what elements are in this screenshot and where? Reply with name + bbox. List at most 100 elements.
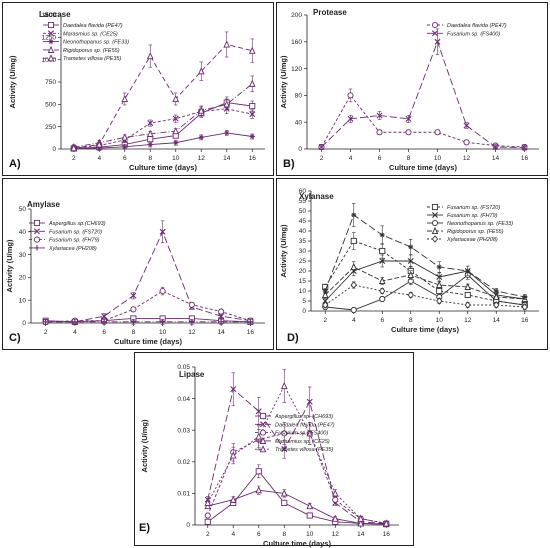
series-line	[73, 132, 253, 150]
data-point	[146, 52, 154, 60]
legend-label: Fusarium sp. (FS720)	[49, 229, 102, 235]
chart-lipase-svg: 0 0.01 0.02 0.03 0.04 0.05 2 4 6 8 10 12 14 16 Culture…	[139, 364, 399, 548]
y-axis-label: Activity (U/mg)	[279, 55, 288, 108]
chart-laccase-svg: 0250500750100012501500246810121416Cultur…	[8, 10, 265, 172]
legend-entry: Fusarium sp. (FH79)	[427, 212, 498, 219]
x-tick-label: 10	[434, 155, 442, 162]
data-point	[464, 301, 471, 309]
data-point	[101, 319, 107, 325]
legend-marker	[259, 429, 267, 436]
data-point	[249, 111, 256, 118]
data-point	[204, 498, 212, 506]
data-point	[306, 429, 314, 437]
data-point	[43, 319, 49, 325]
data-point	[318, 144, 325, 150]
legend-label: Fusarium sp. (FS400)	[275, 431, 328, 437]
series-1	[318, 28, 528, 151]
x-tick-label: 16	[249, 155, 257, 162]
data-point	[204, 518, 211, 525]
chart-protease-svg: 0 40 80 120 160 200 2 4 6 8 10 12 14 16 Culture time (…	[279, 8, 539, 172]
legend-marker	[48, 39, 54, 45]
data-point	[204, 512, 211, 519]
x-axis-label: Culture time (days)	[389, 163, 457, 172]
legend-marker	[259, 412, 267, 420]
legend-entry: Rigidoporus sp. (FE55)	[43, 45, 120, 54]
data-point	[248, 79, 256, 87]
x-axis-label: Culture time (days)	[114, 337, 182, 346]
data-point	[493, 288, 499, 294]
data-point	[306, 512, 313, 519]
y-tick-label: 45	[299, 218, 307, 225]
series-3	[70, 75, 256, 151]
legend-label: Neonothopanus sp. (FE33)	[63, 40, 129, 46]
data-point	[172, 115, 179, 122]
data-point	[405, 115, 412, 122]
x-tick-label: 6	[378, 155, 382, 162]
x-tick-label: 12	[198, 155, 206, 162]
legend-entry: Marasmius sp. (CE25)	[255, 436, 330, 445]
data-point	[147, 141, 153, 148]
legend-label: Marasmius sp. (CE25)	[275, 439, 330, 445]
legend-label: Xylariaceae (PH208)	[446, 237, 498, 243]
data-point	[376, 129, 383, 136]
legend-label: Trametes villosa (PE35)	[275, 447, 333, 453]
data-point	[331, 489, 339, 497]
data-point	[130, 319, 136, 325]
legend-label: Neonothopanus sp. (FE33)	[447, 221, 513, 227]
y-axis-label: Activity (U/mg)	[140, 419, 149, 472]
y-tick-label: 1250	[42, 35, 57, 42]
legend-label: Marasmius sp. (CE25)	[63, 31, 118, 37]
panel-label: B)	[283, 158, 295, 170]
data-point	[159, 288, 166, 295]
data-point	[434, 129, 441, 136]
data-point	[407, 258, 414, 264]
data-point	[218, 308, 225, 315]
series-3	[43, 319, 253, 325]
data-point	[379, 247, 386, 255]
x-tick-label: 2	[72, 155, 76, 162]
data-point	[281, 446, 288, 453]
data-point	[465, 268, 471, 274]
y-tick-label: 0	[186, 522, 190, 529]
data-point	[350, 262, 358, 271]
data-point	[350, 237, 357, 245]
panel-label: A)	[9, 158, 21, 170]
data-point	[172, 127, 180, 135]
panel-label: E)	[139, 522, 150, 534]
panel-label: D)	[287, 332, 299, 344]
data-point	[130, 292, 137, 299]
y-tick-label: 200	[291, 12, 302, 19]
y-tick-label: 160	[291, 39, 302, 46]
data-point	[306, 501, 314, 510]
data-point	[435, 280, 443, 289]
legend-entry: Trametes villosa (PE35)	[43, 54, 121, 62]
y-tick-label: 0	[22, 320, 26, 327]
legend-marker	[259, 445, 267, 453]
y-tick-label: 250	[45, 124, 56, 131]
series-line	[321, 40, 525, 149]
legend-marker	[431, 219, 439, 227]
data-point	[280, 489, 288, 497]
y-tick-label: 0.03	[177, 427, 190, 434]
data-point	[347, 92, 354, 99]
legend-label: Daedalea flavida (PE47)	[275, 422, 335, 428]
y-tick-label: 0	[298, 146, 302, 153]
lipase-panel: 0 0.01 0.02 0.03 0.04 0.05 2 4 6 8 10 12 14 16 Culture…	[134, 352, 414, 548]
legend-marker	[47, 21, 55, 29]
x-tick-label: 12	[464, 317, 472, 324]
y-tick-label: 500	[45, 102, 56, 109]
y-tick-label: 10	[299, 288, 307, 295]
y-tick-label: 1500	[42, 12, 57, 19]
legend-label: Fusarium sp. (FH79)	[447, 213, 498, 219]
legend-marker	[432, 212, 438, 218]
legend-entry: Rigidoporus sp. (FE55)	[427, 226, 504, 235]
data-point	[96, 145, 102, 151]
data-point	[72, 319, 78, 325]
y-tick-label: 0.01	[177, 491, 190, 498]
series-line	[324, 214, 525, 298]
data-point	[281, 430, 288, 437]
data-point	[379, 232, 385, 238]
legend-entry: Fusarium sp. (FS400)	[427, 30, 500, 37]
legend-marker	[47, 54, 55, 62]
legend-entry: Marasmius sp. (CE25)	[43, 30, 118, 37]
